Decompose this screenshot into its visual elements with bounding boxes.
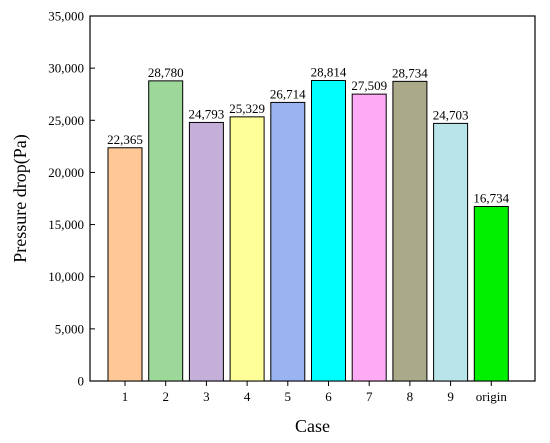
bar-6 [311, 80, 346, 382]
bar-series: 22,365 28,780 24,793 25,329 26,714 28,814 27,5… [107, 65, 510, 382]
bar-value-label: 25,329 [229, 101, 265, 116]
x-tick-label: 7 [366, 389, 373, 404]
y-axis: 0 5,000 10,000 15,000 20,000 25,000 30,000 35,0… [48, 9, 95, 389]
bar-origin [473, 205, 509, 382]
bar-5 [270, 101, 306, 382]
x-axis-title: Case [295, 416, 330, 436]
bar-value-label: 22,365 [107, 132, 143, 147]
y-axis-title: Pressure drop(Pa) [10, 134, 31, 262]
x-tick-label: 3 [203, 389, 210, 404]
y-tick-label: 10,000 [48, 269, 84, 284]
y-tick-label: 5,000 [55, 321, 84, 336]
x-tick-label: 4 [244, 389, 251, 404]
bar-value-label: 27,509 [351, 78, 387, 93]
bar-value-label: 24,793 [189, 106, 225, 121]
x-tick-label: 2 [162, 389, 169, 404]
bar-3 [188, 121, 224, 382]
bar-8 [392, 80, 428, 382]
bar-value-label: 16,734 [473, 190, 509, 205]
bar-value-label: 26,714 [270, 86, 306, 101]
x-axis: 1 2 3 4 5 6 7 8 9 origin [122, 381, 508, 404]
bar-value-label: 28,780 [148, 65, 184, 80]
bar-value-label: 28,734 [392, 65, 428, 80]
bar-value-label: 28,814 [311, 65, 347, 80]
bar-2 [148, 80, 184, 382]
y-tick-label: 35,000 [48, 9, 84, 24]
y-tick-label: 25,000 [48, 113, 84, 128]
x-tick-label: 9 [447, 389, 454, 404]
x-tick-label: 5 [285, 389, 292, 404]
x-tick-label: 1 [122, 389, 129, 404]
bar-9 [433, 122, 469, 382]
x-tick-label: 6 [325, 389, 332, 404]
y-tick-label: 0 [78, 374, 85, 389]
x-tick-label: origin [476, 389, 508, 404]
bar-7 [351, 93, 387, 382]
x-tick-label: 8 [407, 389, 414, 404]
y-tick-label: 15,000 [48, 217, 84, 232]
bar-value-label: 24,703 [433, 107, 469, 122]
y-tick-label: 30,000 [48, 61, 84, 76]
bar-1 [107, 147, 143, 382]
bar-4 [229, 116, 265, 382]
y-tick-label: 20,000 [48, 165, 84, 180]
